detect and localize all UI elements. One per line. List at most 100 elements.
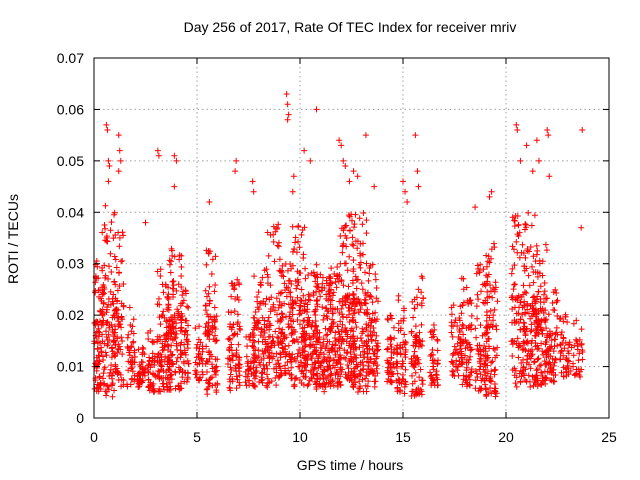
- roti-point: [307, 342, 314, 349]
- roti-point: [489, 358, 496, 365]
- roti-point: [352, 364, 359, 371]
- roti-point: [369, 261, 376, 268]
- roti-point: [524, 245, 531, 252]
- roti-point: [99, 284, 106, 291]
- roti-point: [108, 219, 115, 226]
- roti-point: [334, 380, 341, 387]
- roti-point: [346, 253, 353, 260]
- roti-point: [107, 288, 114, 295]
- roti-point: [374, 298, 381, 305]
- roti-point: [488, 246, 495, 253]
- roti-point: [290, 173, 297, 180]
- roti-point: [363, 358, 370, 365]
- roti-point: [368, 337, 375, 344]
- roti-point: [413, 333, 420, 340]
- roti-point: [170, 291, 177, 298]
- roti-point: [125, 367, 132, 374]
- roti-point: [155, 152, 162, 159]
- roti-point: [511, 223, 518, 230]
- roti-point: [538, 340, 545, 347]
- roti-point: [166, 367, 173, 374]
- roti-point: [118, 383, 125, 390]
- roti-point: [266, 349, 273, 356]
- roti-point: [412, 132, 419, 139]
- roti-point: [95, 325, 102, 332]
- roti-point: [329, 362, 336, 369]
- roti-point: [467, 344, 474, 351]
- roti-point: [535, 309, 542, 316]
- roti-point: [231, 308, 238, 315]
- roti-point: [103, 121, 110, 128]
- roti-point: [116, 234, 123, 241]
- roti-point: [254, 304, 261, 311]
- roti-point: [373, 295, 380, 302]
- roti-point: [174, 354, 181, 361]
- roti-point: [229, 378, 236, 385]
- roti-point: [350, 384, 357, 391]
- roti-point: [364, 306, 371, 313]
- roti-point: [394, 388, 401, 395]
- roti-point: [255, 320, 262, 327]
- roti-point: [317, 375, 324, 382]
- roti-point: [482, 385, 489, 392]
- roti-point: [514, 127, 521, 133]
- roti-point: [522, 221, 529, 228]
- roti-point: [402, 354, 409, 361]
- roti-point: [536, 362, 543, 369]
- roti-point: [249, 178, 256, 185]
- roti-point: [281, 280, 288, 287]
- roti-point: [277, 330, 284, 337]
- roti-point: [544, 368, 551, 375]
- roti-point: [340, 313, 347, 320]
- roti-point: [565, 365, 572, 372]
- roti-point: [530, 253, 537, 260]
- roti-point: [310, 292, 317, 299]
- roti-point: [530, 308, 537, 315]
- roti-point: [385, 316, 392, 323]
- roti-point: [236, 361, 243, 368]
- roti-point: [541, 288, 548, 295]
- roti-point: [349, 241, 356, 248]
- roti-point: [537, 283, 544, 290]
- roti-point: [343, 314, 350, 321]
- roti-point: [347, 345, 354, 352]
- roti-point: [475, 347, 482, 354]
- roti-point: [483, 330, 490, 337]
- roti-point: [158, 362, 165, 369]
- roti-point: [250, 188, 257, 195]
- roti-point: [364, 343, 371, 350]
- roti-point: [357, 306, 364, 313]
- roti-point: [340, 157, 347, 164]
- roti-point: [236, 382, 243, 389]
- roti-point: [323, 332, 330, 339]
- roti-point: [351, 371, 358, 378]
- roti-point: [305, 296, 312, 303]
- roti-point: [119, 338, 126, 345]
- roti-point: [225, 355, 232, 362]
- roti-point: [402, 188, 409, 195]
- roti-point: [227, 371, 234, 378]
- roti-point: [115, 168, 122, 175]
- roti-point: [104, 127, 111, 133]
- roti-point: [178, 284, 185, 291]
- roti-point: [486, 314, 493, 321]
- roti-point: [521, 298, 528, 305]
- roti-point: [156, 385, 163, 392]
- roti-point: [212, 356, 219, 363]
- roti-point: [109, 348, 116, 355]
- roti-point: [118, 258, 125, 265]
- roti-point: [350, 333, 357, 340]
- roti-point: [249, 342, 256, 349]
- roti-point: [234, 294, 241, 301]
- roti-point: [156, 375, 163, 382]
- roti-point: [102, 274, 109, 281]
- roti-point: [465, 324, 472, 331]
- roti-point: [416, 374, 423, 381]
- roti-point: [486, 259, 493, 266]
- roti-point: [139, 365, 146, 372]
- roti-point: [178, 252, 185, 259]
- roti-point: [524, 340, 531, 347]
- roti-point: [264, 318, 271, 325]
- roti-point: [301, 317, 308, 324]
- roti-point: [156, 368, 163, 375]
